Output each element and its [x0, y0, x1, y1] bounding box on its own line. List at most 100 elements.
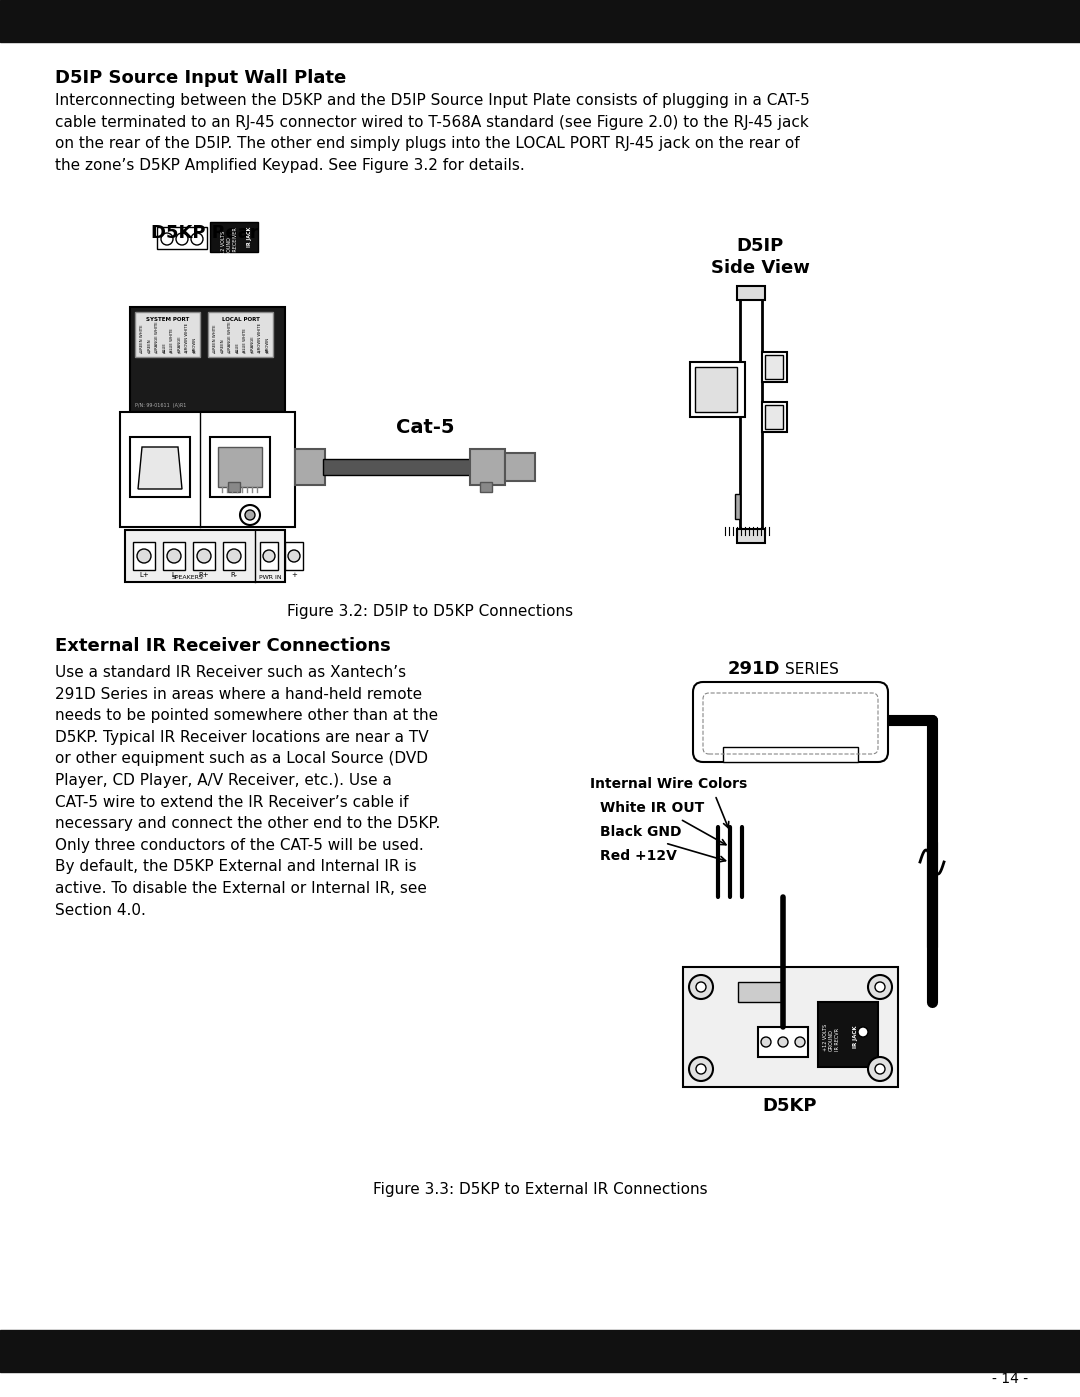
Text: LOCAL PORT: LOCAL PORT [221, 317, 259, 321]
Text: Internal Wire Colors: Internal Wire Colors [590, 777, 747, 791]
Bar [135, 312, 200, 358]
Bar [737, 529, 765, 543]
Text: GREEN: GREEN [220, 338, 225, 352]
Bar [193, 542, 215, 570]
Bar [738, 982, 783, 1002]
Bar [285, 542, 303, 570]
Bar [765, 405, 783, 429]
Circle shape [167, 549, 181, 563]
Bar [762, 352, 787, 381]
Text: 7: 7 [258, 351, 260, 355]
Bar [758, 1027, 808, 1058]
Text: Red +12V: Red +12V [600, 849, 677, 863]
Text: 7: 7 [185, 351, 188, 355]
Bar [210, 437, 270, 497]
Circle shape [264, 550, 275, 562]
Text: 3: 3 [156, 351, 158, 355]
Circle shape [696, 982, 706, 992]
Text: 1: 1 [140, 351, 143, 355]
Bar [505, 453, 535, 481]
Text: IR JACK: IR JACK [247, 226, 252, 247]
Bar [737, 286, 765, 300]
Text: 6: 6 [251, 351, 253, 355]
Bar [723, 747, 858, 761]
Bar [683, 967, 897, 1087]
Text: +12 VOLTS
GROUND
IR RECEIVER: +12 VOLTS GROUND IR RECEIVER [221, 226, 238, 258]
Bar [218, 447, 262, 488]
Bar [765, 355, 783, 379]
Text: +12 VOLTS
GROUND
IR RECVR: +12 VOLTS GROUND IR RECVR [823, 1024, 839, 1051]
Text: -: - [268, 571, 270, 578]
Text: Interconnecting between the D5KP and the D5IP Source Input Plate consists of plu: Interconnecting between the D5KP and the… [55, 94, 810, 173]
Text: 8: 8 [192, 351, 195, 355]
Text: SYSTEM PORT: SYSTEM PORT [146, 317, 189, 321]
Bar [163, 542, 185, 570]
Text: Figure 3.3: D5KP to External IR Connections: Figure 3.3: D5KP to External IR Connecti… [373, 1182, 707, 1197]
Text: BROWN WHITE: BROWN WHITE [185, 323, 189, 352]
Text: - 14 -: - 14 - [991, 1372, 1028, 1386]
Circle shape [696, 1065, 706, 1074]
Text: ORANGE: ORANGE [177, 335, 181, 352]
Bar [130, 307, 285, 412]
Bar [208, 312, 273, 358]
Text: ORANGE WHITE: ORANGE WHITE [228, 321, 232, 352]
Text: 2: 2 [148, 351, 150, 355]
Bar [133, 542, 156, 570]
Circle shape [288, 550, 300, 562]
Bar [740, 292, 762, 536]
Circle shape [795, 1037, 805, 1046]
Bar [323, 460, 473, 475]
Text: 291D: 291D [728, 659, 780, 678]
Text: 4: 4 [162, 351, 165, 355]
Text: 6: 6 [177, 351, 180, 355]
Text: BLUE: BLUE [235, 342, 240, 352]
Text: BROWN: BROWN [192, 337, 197, 352]
Text: 3: 3 [228, 351, 231, 355]
Bar [735, 495, 740, 520]
Text: White IR OUT: White IR OUT [600, 800, 704, 814]
Text: BLUE WHITE: BLUE WHITE [243, 328, 247, 352]
Text: Figure 3.2: D5IP to D5KP Connections: Figure 3.2: D5IP to D5KP Connections [287, 604, 573, 619]
Text: ORANGE WHITE: ORANGE WHITE [156, 321, 159, 352]
Text: 2: 2 [220, 351, 224, 355]
Circle shape [868, 975, 892, 999]
Bar [222, 542, 245, 570]
Text: D5IP Source Input Wall Plate: D5IP Source Input Wall Plate [55, 68, 347, 87]
Text: GREEN: GREEN [148, 338, 151, 352]
Bar [480, 482, 492, 492]
Circle shape [191, 233, 203, 244]
Text: SERIES: SERIES [785, 662, 839, 676]
Circle shape [176, 233, 188, 244]
Bar [260, 542, 278, 570]
Bar [130, 437, 190, 497]
Text: 4: 4 [235, 351, 238, 355]
Text: BLUE WHITE: BLUE WHITE [170, 328, 174, 352]
Text: BROWN WHITE: BROWN WHITE [258, 323, 262, 352]
Text: BLUE: BLUE [162, 342, 166, 352]
Bar [690, 362, 745, 416]
Text: P/N: 99-01611  (A)R1: P/N: 99-01611 (A)R1 [135, 402, 187, 408]
Text: ORANGE: ORANGE [251, 335, 255, 352]
Bar [210, 222, 258, 251]
Text: SPEAKERS: SPEAKERS [172, 576, 204, 580]
Text: Cat-5: Cat-5 [395, 418, 455, 437]
Text: IR JACK: IR JACK [853, 1025, 858, 1048]
Bar [0, 0, 1080, 42]
Bar [125, 529, 285, 583]
Circle shape [245, 510, 255, 520]
Circle shape [778, 1037, 788, 1046]
Text: +: + [292, 571, 297, 578]
Text: GREEN WHITE: GREEN WHITE [213, 324, 217, 352]
Bar [0, 1330, 1080, 1372]
Circle shape [227, 549, 241, 563]
Text: L+: L+ [139, 571, 149, 578]
Circle shape [197, 549, 211, 563]
Circle shape [875, 982, 885, 992]
Text: 5: 5 [243, 351, 245, 355]
Bar [762, 402, 787, 432]
FancyBboxPatch shape [693, 682, 888, 761]
Text: GREEN WHITE: GREEN WHITE [140, 324, 144, 352]
Bar [120, 412, 295, 527]
Bar [818, 1002, 878, 1067]
Bar [470, 448, 505, 485]
